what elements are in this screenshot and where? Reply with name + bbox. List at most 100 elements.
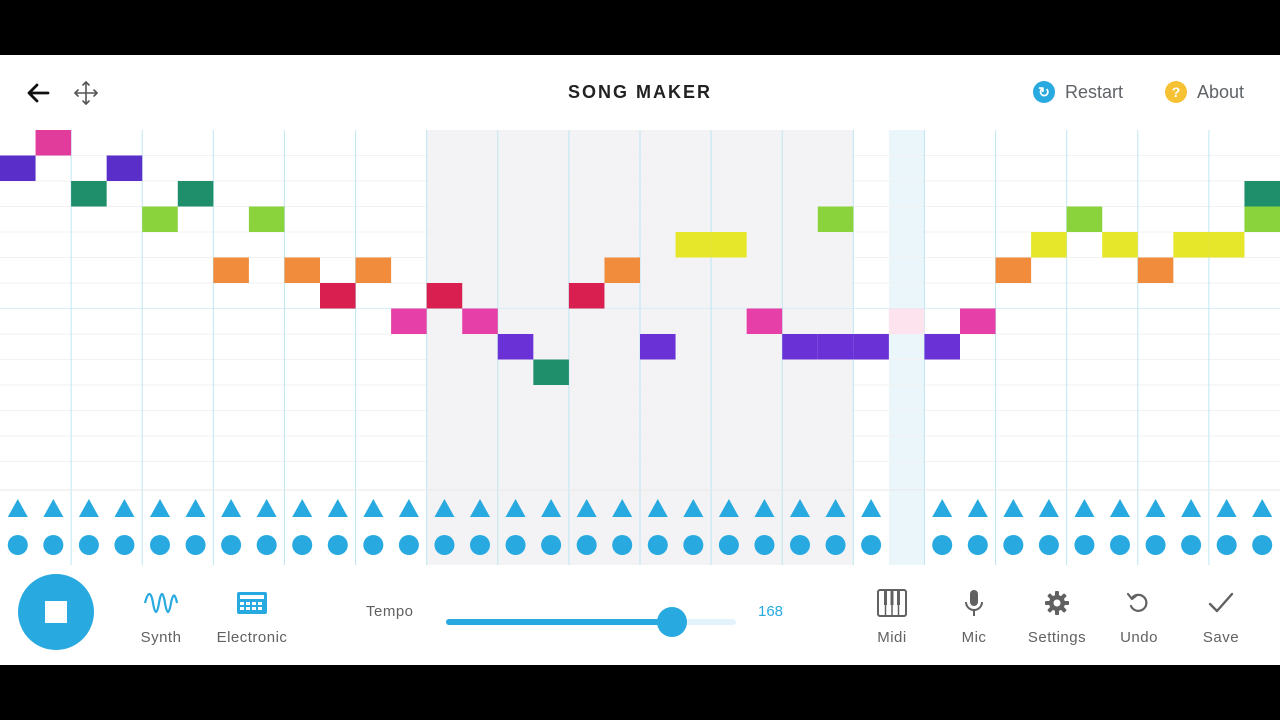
melody-note[interactable] bbox=[568, 283, 605, 309]
back-arrow-icon[interactable] bbox=[24, 81, 52, 105]
rhythm-circle[interactable] bbox=[7, 535, 28, 555]
rhythm-triangle[interactable] bbox=[932, 499, 953, 517]
melody-note[interactable] bbox=[71, 181, 107, 207]
rhythm-triangle[interactable] bbox=[434, 499, 455, 517]
rhythm-circle[interactable] bbox=[1074, 535, 1095, 555]
rhythm-triangle[interactable] bbox=[78, 499, 99, 517]
rhythm-triangle[interactable] bbox=[398, 499, 419, 517]
melody-note[interactable] bbox=[995, 257, 1032, 284]
rhythm-circle[interactable] bbox=[292, 535, 313, 555]
melody-note[interactable] bbox=[142, 206, 178, 233]
melody-note[interactable] bbox=[817, 206, 854, 233]
melody-note[interactable] bbox=[782, 334, 818, 360]
mic-button[interactable]: Mic bbox=[929, 585, 1019, 646]
rhythm-circle[interactable] bbox=[932, 535, 953, 555]
melody-note[interactable] bbox=[391, 308, 427, 335]
rhythm-triangle[interactable] bbox=[1003, 499, 1024, 517]
melody-note[interactable] bbox=[675, 232, 712, 258]
rhythm-circle[interactable] bbox=[1216, 535, 1237, 555]
melody-note[interactable] bbox=[1208, 232, 1245, 258]
rhythm-circle[interactable] bbox=[470, 535, 490, 555]
melody-note[interactable] bbox=[853, 334, 889, 360]
melody-note[interactable] bbox=[924, 334, 960, 360]
rhythm-triangle[interactable] bbox=[1145, 499, 1166, 517]
rhythm-circle[interactable] bbox=[541, 535, 562, 555]
rhythm-circle[interactable] bbox=[150, 535, 170, 555]
rhythm-triangle[interactable] bbox=[1038, 499, 1059, 517]
melody-note[interactable] bbox=[497, 334, 534, 360]
rhythm-triangle[interactable] bbox=[541, 499, 562, 517]
rhythm-triangle[interactable] bbox=[754, 499, 775, 517]
rhythm-circle[interactable] bbox=[505, 535, 526, 555]
rhythm-triangle[interactable] bbox=[718, 499, 739, 517]
rhythm-circle[interactable] bbox=[1181, 535, 1202, 555]
melody-note[interactable] bbox=[533, 359, 569, 386]
melody-note[interactable] bbox=[960, 308, 996, 335]
stop-button[interactable] bbox=[18, 574, 94, 650]
rhythm-triangle[interactable] bbox=[683, 499, 704, 517]
rhythm-triangle[interactable] bbox=[1216, 499, 1237, 517]
rhythm-triangle[interactable] bbox=[256, 499, 277, 517]
rhythm-circle[interactable] bbox=[185, 535, 206, 555]
rhythm-circle[interactable] bbox=[1145, 535, 1166, 555]
rhythm-circle[interactable] bbox=[256, 535, 277, 555]
melody-note[interactable] bbox=[604, 257, 640, 284]
rhythm-triangle[interactable] bbox=[292, 499, 313, 517]
rhythm-circle[interactable] bbox=[825, 535, 846, 555]
rhythm-triangle[interactable] bbox=[1252, 499, 1273, 517]
melody-note[interactable] bbox=[35, 130, 72, 156]
rhythm-triangle[interactable] bbox=[7, 499, 28, 517]
melody-note[interactable] bbox=[1173, 232, 1209, 258]
rhythm-circle[interactable] bbox=[647, 535, 668, 555]
song-grid[interactable] bbox=[0, 130, 1280, 565]
restart-button[interactable]: ↻ Restart bbox=[1033, 80, 1123, 104]
melody-note[interactable] bbox=[213, 257, 249, 284]
rhythm-triangle[interactable] bbox=[363, 499, 384, 517]
melody-note[interactable] bbox=[640, 334, 676, 360]
rhythm-triangle[interactable] bbox=[861, 499, 882, 517]
melody-note[interactable] bbox=[426, 283, 463, 309]
note-grid-canvas[interactable] bbox=[0, 130, 1280, 565]
rhythm-circle[interactable] bbox=[1038, 535, 1059, 555]
rhythm-triangle[interactable] bbox=[647, 499, 668, 517]
rhythm-circle[interactable] bbox=[683, 535, 704, 555]
rhythm-triangle[interactable] bbox=[1074, 499, 1095, 517]
melody-note[interactable] bbox=[746, 308, 783, 335]
rhythm-circle[interactable] bbox=[363, 535, 384, 555]
settings-button[interactable]: Settings bbox=[1012, 585, 1102, 646]
rhythm-triangle[interactable] bbox=[185, 499, 206, 517]
melody-note[interactable] bbox=[1244, 181, 1280, 207]
rhythm-triangle[interactable] bbox=[1110, 499, 1130, 517]
tempo-slider[interactable] bbox=[446, 607, 736, 637]
rhythm-triangle[interactable] bbox=[327, 499, 348, 517]
rhythm-triangle[interactable] bbox=[825, 499, 846, 517]
rhythm-triangle[interactable] bbox=[150, 499, 170, 517]
rhythm-circle[interactable] bbox=[754, 535, 775, 555]
melody-note[interactable] bbox=[0, 155, 36, 182]
melody-note[interactable] bbox=[711, 232, 747, 258]
melody-note[interactable] bbox=[1102, 232, 1138, 258]
rhythm-circle[interactable] bbox=[718, 535, 739, 555]
percussion-button[interactable]: Electronic bbox=[207, 585, 297, 646]
rhythm-circle[interactable] bbox=[967, 535, 988, 555]
rhythm-triangle[interactable] bbox=[1181, 499, 1202, 517]
rhythm-triangle[interactable] bbox=[221, 499, 242, 517]
melody-note[interactable] bbox=[284, 257, 320, 284]
rhythm-circle[interactable] bbox=[43, 535, 64, 555]
rhythm-triangle[interactable] bbox=[114, 499, 135, 517]
rhythm-triangle[interactable] bbox=[967, 499, 988, 517]
rhythm-circle[interactable] bbox=[861, 535, 882, 555]
rhythm-circle[interactable] bbox=[434, 535, 455, 555]
rhythm-triangle[interactable] bbox=[470, 499, 490, 517]
rhythm-circle[interactable] bbox=[78, 535, 99, 555]
midi-button[interactable]: Midi bbox=[847, 585, 937, 646]
melody-note[interactable] bbox=[248, 206, 285, 233]
rhythm-circle[interactable] bbox=[221, 535, 242, 555]
rhythm-circle[interactable] bbox=[114, 535, 135, 555]
melody-note[interactable] bbox=[320, 283, 356, 309]
rhythm-circle[interactable] bbox=[1110, 535, 1130, 555]
melody-note[interactable] bbox=[177, 181, 214, 207]
melody-note[interactable] bbox=[462, 308, 498, 335]
about-button[interactable]: ? About bbox=[1165, 80, 1244, 104]
undo-button[interactable]: Undo bbox=[1094, 585, 1184, 646]
